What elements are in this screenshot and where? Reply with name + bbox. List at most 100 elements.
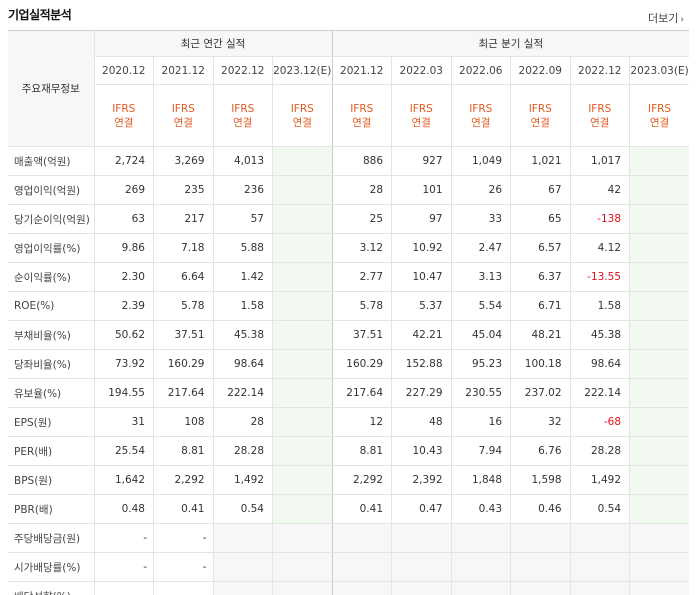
table-cell	[629, 581, 690, 595]
table-cell: 28	[331, 175, 392, 205]
table-cell	[272, 320, 333, 350]
consolidated-label: 연결	[233, 116, 253, 129]
table-cell	[272, 349, 333, 379]
table-cell	[629, 494, 690, 524]
table-cell: 5.78	[331, 291, 392, 321]
table-cell	[331, 523, 392, 553]
table-cell: 0.41	[153, 494, 213, 524]
table-cell	[212, 552, 273, 582]
ifrs-label: IFRS	[648, 102, 672, 115]
table-cell	[569, 581, 630, 595]
table-cell	[629, 407, 690, 437]
table-cell: 28	[212, 407, 273, 437]
table-cell	[450, 523, 511, 553]
table-cell: 32	[510, 407, 571, 437]
table-cell: 28.28	[212, 436, 273, 466]
row-label: ROE(%)	[8, 291, 94, 321]
period-header: 2023.12(E)	[272, 56, 333, 85]
table-row: 부채비율(%) 50.62 37.51 45.38 37.51 42.21 45.04 48.…	[8, 320, 690, 350]
table-cell	[212, 523, 273, 553]
table-cell: 194.55	[93, 378, 154, 408]
table-cell: 45.38	[569, 320, 630, 350]
table-cell	[510, 581, 571, 595]
table-cell: -	[153, 581, 213, 595]
table-cell: 9.86	[93, 233, 154, 263]
table-cell: 0.41	[331, 494, 392, 524]
table-cell: 2,392	[391, 465, 452, 495]
table-cell: 28.28	[569, 436, 630, 466]
table-cell: 6.71	[510, 291, 571, 321]
table-cell	[629, 523, 690, 553]
table-cell: 57	[212, 204, 273, 234]
table-cell: 48	[391, 407, 452, 437]
consolidated-label: 연결	[411, 116, 431, 129]
table-cell: 222.14	[569, 378, 630, 408]
table-cell: 1,017	[569, 146, 630, 176]
table-cell: 1,492	[569, 465, 630, 495]
table-row: 유보율(%) 194.55 217.64 222.14 217.64 227.29 230.…	[8, 378, 690, 408]
table-cell	[629, 175, 690, 205]
table-cell: 227.29	[391, 378, 452, 408]
table-row: 주당배당금(원) - -	[8, 523, 690, 553]
ifrs-label: IFRS	[409, 102, 433, 115]
table-cell: 3,269	[153, 146, 213, 176]
financial-summary-table: 주요재무정보 최근 연간 실적 최근 분기 실적 2020.12 2021.12 2…	[8, 30, 690, 595]
table-cell: 5.78	[153, 291, 213, 321]
row-label: 유보율(%)	[8, 378, 94, 408]
annual-group-header: 최근 연간 실적	[93, 30, 333, 57]
table-row: 영업이익(억원) 269 235 236 28 101 26 67 42	[8, 175, 690, 205]
ifrs-badge: IFRS 연결	[331, 84, 392, 147]
ifrs-label: IFRS	[528, 102, 552, 115]
table-cell: 0.43	[450, 494, 511, 524]
period-header: 2021.12	[153, 56, 213, 85]
consolidated-label: 연결	[173, 116, 193, 129]
table-cell: 6.64	[153, 262, 213, 292]
table-cell: 217.64	[153, 378, 213, 408]
table-cell	[212, 581, 273, 595]
table-row: PER(배) 25.54 8.81 28.28 8.81 10.43 7.94 6.76 28.…	[8, 436, 690, 466]
table-row: EPS(원) 31 108 28 12 48 16 32 -68	[8, 407, 690, 437]
table-cell: 2.39	[93, 291, 154, 321]
table-cell: 3.12	[331, 233, 392, 263]
table-row: 영업이익률(%) 9.86 7.18 5.88 3.12 10.92 2.47 6.57 4.1…	[8, 233, 690, 263]
table-cell	[629, 233, 690, 263]
table-cell: 33	[450, 204, 511, 234]
consolidated-label: 연결	[530, 116, 550, 129]
label-column-header: 주요재무정보	[8, 30, 94, 147]
ifrs-label: IFRS	[350, 102, 374, 115]
row-label: 당좌비율(%)	[8, 349, 94, 379]
table-cell: 16	[450, 407, 511, 437]
table-cell: 1,598	[510, 465, 571, 495]
table-cell: 217.64	[331, 378, 392, 408]
table-cell	[629, 378, 690, 408]
table-cell: 67	[510, 175, 571, 205]
table-cell: 48.21	[510, 320, 571, 350]
table-cell: 31	[93, 407, 154, 437]
table-cell: 97	[391, 204, 452, 234]
table-cell: 45.04	[450, 320, 511, 350]
table-cell: 2.47	[450, 233, 511, 263]
table-cell: -13.55	[569, 262, 630, 292]
row-label: 주당배당금(원)	[8, 523, 94, 553]
table-cell	[569, 552, 630, 582]
table-cell: 108	[153, 407, 213, 437]
ifrs-badge: IFRS 연결	[272, 84, 333, 147]
table-cell: 1,642	[93, 465, 154, 495]
table-cell: 0.54	[569, 494, 630, 524]
table-cell	[629, 146, 690, 176]
table-cell: 2,292	[331, 465, 392, 495]
more-link[interactable]: 더보기 ›	[648, 10, 684, 26]
table-cell: 1,848	[450, 465, 511, 495]
table-cell: 160.29	[331, 349, 392, 379]
table-cell: 927	[391, 146, 452, 176]
table-cell	[629, 436, 690, 466]
table-cell: -	[153, 552, 213, 582]
table-cell: 6.57	[510, 233, 571, 263]
table-cell: 50.62	[93, 320, 154, 350]
consolidated-label: 연결	[471, 116, 491, 129]
table-cell: 10.43	[391, 436, 452, 466]
table-cell: 45.38	[212, 320, 273, 350]
table-cell: 42	[569, 175, 630, 205]
table-cell: 37.51	[331, 320, 392, 350]
table-cell: 1,492	[212, 465, 273, 495]
